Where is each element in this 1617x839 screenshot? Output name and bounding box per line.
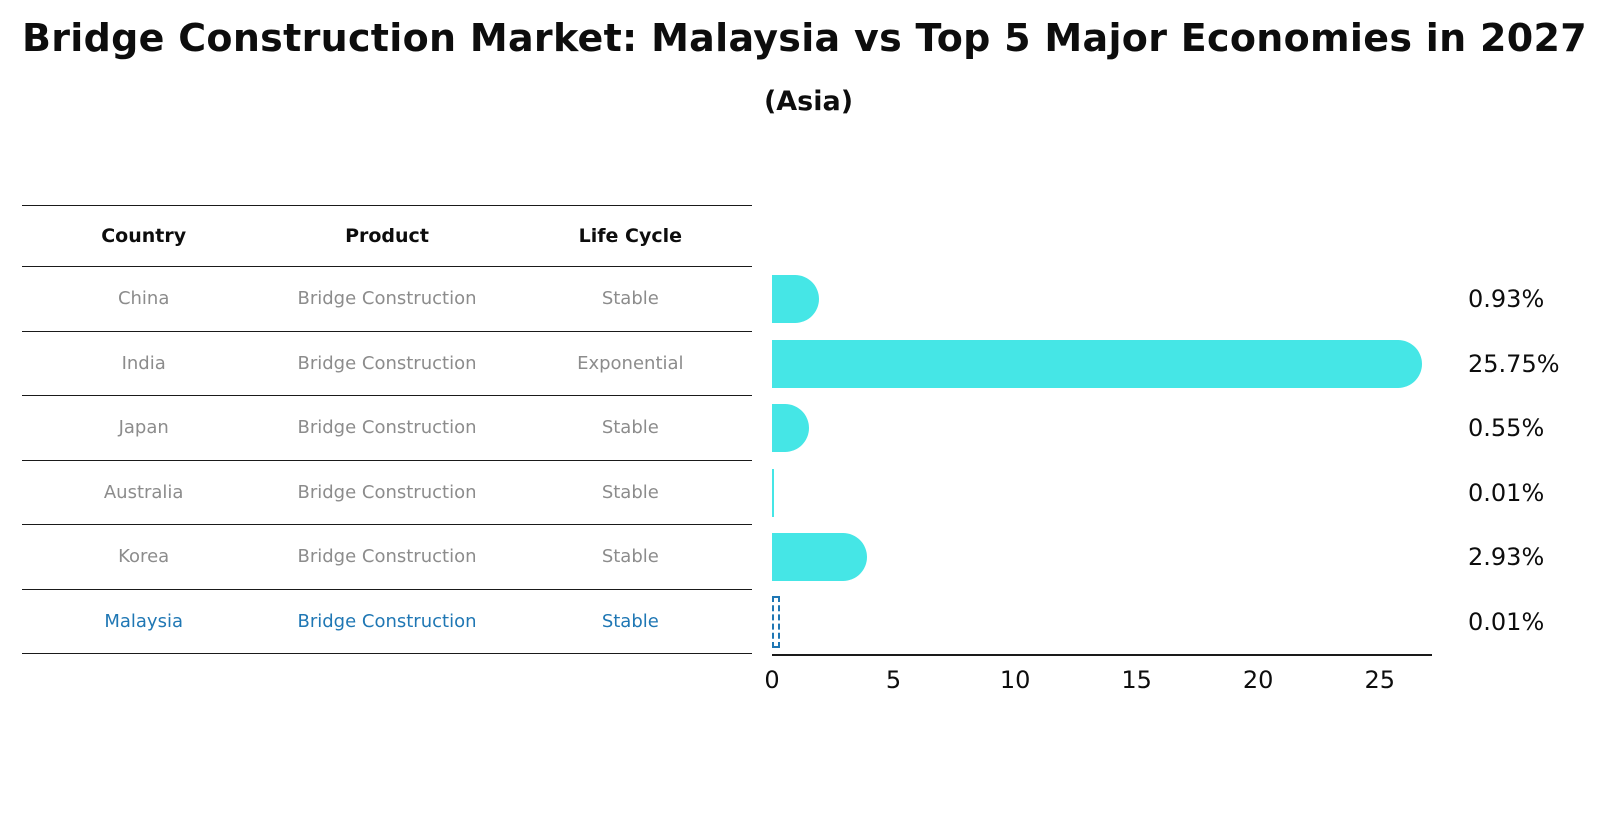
axis-spacer <box>0 654 752 698</box>
life-cycle-cell: Exponential <box>577 352 684 374</box>
value-label: 25.75% <box>1468 349 1560 378</box>
table-row-cells: India Bridge Construction Exponential <box>22 332 752 396</box>
bar-korea <box>772 533 868 582</box>
x-tick-label: 20 <box>1242 666 1274 694</box>
country-cell: India <box>121 352 166 374</box>
bar-japan <box>772 404 810 453</box>
bar-track <box>772 267 1432 332</box>
table-row-india: India Bridge Construction Exponential 25.75… <box>0 332 1617 397</box>
product-cell: Bridge Construction <box>297 481 477 503</box>
x-tick-label: 25 <box>1364 666 1396 694</box>
table-header-row: Country Product Life Cycle <box>0 205 1617 267</box>
country-cell: Australia <box>103 481 184 503</box>
header-life-cycle: Life Cycle <box>578 225 683 247</box>
product-cell: Bridge Construction <box>297 352 477 374</box>
table-row-cells: Australia Bridge Construction Stable <box>22 461 752 525</box>
header-product: Product <box>345 225 429 247</box>
x-tick-label: 15 <box>1121 666 1152 694</box>
bar-track <box>772 590 1432 655</box>
bar-australia <box>772 468 774 517</box>
x-axis-row: 0 5 10 15 20 25 <box>0 654 1617 698</box>
product-cell: Bridge Construction <box>297 417 477 439</box>
plot-header-spacer <box>772 205 1432 267</box>
life-cycle-cell: Stable <box>601 481 659 503</box>
table-row-cells: Malaysia Bridge Construction Stable <box>22 590 752 654</box>
table-and-bars: Country Product Life Cycle China Bridge C… <box>0 205 1617 698</box>
value-label: 0.93% <box>1468 285 1545 314</box>
bar-malaysia <box>772 595 780 648</box>
country-cell: Korea <box>118 546 170 568</box>
country-cell: Malaysia <box>104 610 183 632</box>
value-label: 2.93% <box>1468 543 1545 572</box>
table-row-cells: China Bridge Construction Stable <box>22 267 752 332</box>
life-cycle-cell: Stable <box>601 417 659 439</box>
table-row-china: China Bridge Construction Stable 0.93% <box>0 267 1617 332</box>
table-row-cells: Korea Bridge Construction Stable <box>22 525 752 590</box>
x-tick-label: 10 <box>999 666 1031 694</box>
bar-track <box>772 525 1432 590</box>
bar-china <box>772 275 819 324</box>
country-cell: China <box>117 288 170 310</box>
x-tick-label: 0 <box>764 666 780 694</box>
header-country: Country <box>101 225 187 247</box>
chart-title: Bridge Construction Market: Malaysia vs … <box>22 16 1587 60</box>
life-cycle-cell: Stable <box>601 610 659 632</box>
table-row-korea: Korea Bridge Construction Stable 2.93% <box>0 525 1617 590</box>
chart-subtitle: (Asia) <box>763 86 854 117</box>
product-cell: Bridge Construction <box>297 288 477 310</box>
x-axis: 0 5 10 15 20 25 <box>764 654 1432 698</box>
product-cell: Bridge Construction <box>297 546 477 568</box>
product-cell: Bridge Construction <box>297 610 477 632</box>
x-tick-label: 5 <box>885 666 902 694</box>
table-row-australia: Australia Bridge Construction Stable 0.01% <box>0 461 1617 526</box>
table-row-malaysia: Malaysia Bridge Construction Stable 0.01% <box>0 590 1617 655</box>
table-row-cells: Japan Bridge Construction Stable <box>22 396 752 461</box>
life-cycle-cell: Stable <box>601 546 659 568</box>
value-label: 0.55% <box>1468 414 1545 443</box>
bar-track <box>772 332 1432 397</box>
life-cycle-cell: Stable <box>601 288 659 310</box>
table-header: Country Product Life Cycle <box>22 205 752 267</box>
bar-track <box>772 396 1432 461</box>
bar-india <box>772 339 1422 388</box>
table-rows: China Bridge Construction Stable 0.93% India… <box>0 267 1617 654</box>
country-cell: Japan <box>118 417 169 439</box>
table-row-japan: Japan Bridge Construction Stable 0.55% <box>0 396 1617 461</box>
value-label: 0.01% <box>1468 607 1545 636</box>
bar-track <box>772 461 1432 526</box>
value-label: 0.01% <box>1468 478 1545 507</box>
chart-page: Bridge Construction Market: Malaysia vs … <box>0 16 1617 839</box>
